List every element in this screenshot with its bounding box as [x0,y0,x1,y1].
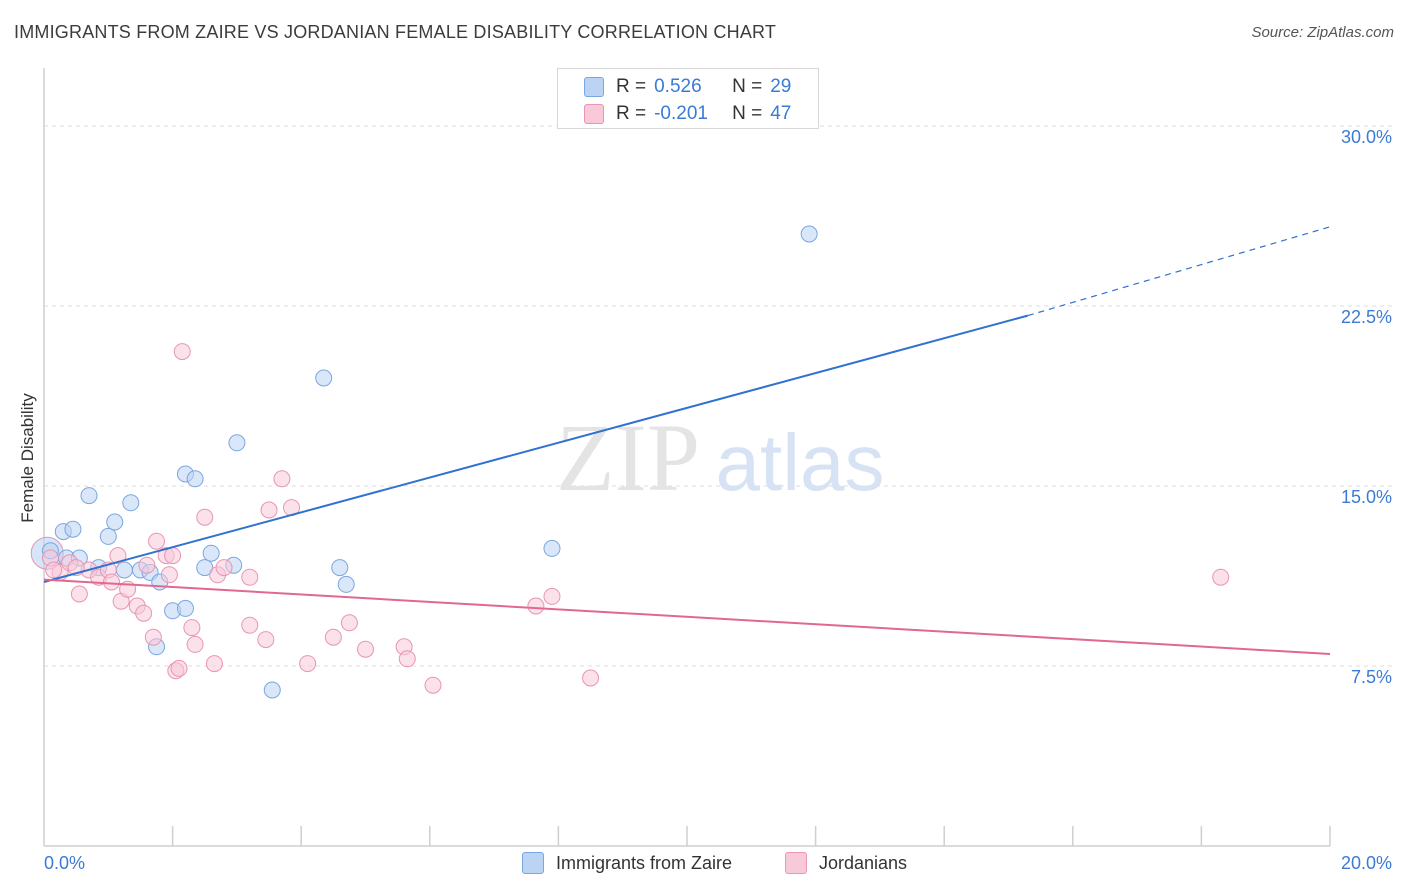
legend-row-jordanians: R = -0.201 N = 47 [584,102,791,126]
zaire-trendline-extension [1027,226,1331,317]
zaire-point [196,559,214,577]
legend-swatch-jordanians [584,104,604,124]
points-layer [30,225,1230,699]
x-tick-label: 20.0% [1341,853,1392,873]
legend-r-value: 0.526 [654,76,702,97]
legend-item-zaire[interactable]: Immigrants from Zaire [522,852,732,874]
legend-n-value: 29 [770,76,792,97]
jordanian-point [144,628,162,646]
jordanian-point [299,655,317,673]
legend-row-zaire: R = 0.526 N = 29 [584,75,791,99]
zaire-point [186,470,204,488]
zaire-point [122,494,140,512]
legend-label-zaire: Immigrants from Zaire [556,852,733,873]
zaire-point [543,539,561,557]
legend-n-label: N = [732,76,763,97]
jordanian-point [135,604,153,622]
jordanian-point [138,556,156,574]
jordanian-point [45,561,63,579]
x-tick-label: 0.0% [44,853,85,873]
legend-swatch-zaire [522,852,544,874]
watermark: ZIP atlas [556,404,884,511]
jordanian-point [582,669,600,687]
zaire-point [80,487,98,505]
jordanian-point [398,650,416,668]
y-tick-label: 7.5% [1351,667,1392,687]
jordanian-point [196,508,214,526]
watermark-atlas: atlas [716,418,885,507]
zaire-point [115,561,133,579]
zaire-point [263,681,281,699]
axis-layer [43,68,1331,847]
jordanian-point [70,585,88,603]
legend-item-jordanians[interactable]: Jordanians [785,852,907,874]
jordanian-trendline [43,578,1331,655]
legend-correlation: R = 0.526 N = 29 R = -0.201 N = 47 [557,68,819,129]
zaire-point [202,544,220,562]
legend-n-value: 47 [770,103,792,124]
zaire-point [331,559,349,577]
jordanian-point [164,547,182,565]
jordanian-point [241,568,259,586]
zaire-point [106,513,124,531]
jordanian-point [340,614,358,632]
source-label: Source: ZipAtlas.com [1251,24,1394,41]
legend-r-value: -0.201 [654,103,708,124]
jordanian-point [424,676,442,694]
jordanian-point [257,631,275,649]
legend-swatch-zaire [584,77,604,97]
legend-r-label: R = [616,103,647,124]
grid-layer [44,125,1392,667]
watermark-zip: ZIP [556,404,700,511]
legend-swatch-jordanians [785,852,807,874]
zaire-point [64,520,82,538]
jordanian-point [357,640,374,658]
y-tick-label: 22.5% [1341,307,1392,327]
jordanian-point [205,655,223,673]
jordanian-point [543,587,561,605]
jordanian-point [241,616,259,634]
jordanian-point [273,470,291,488]
jordanian-point [183,619,201,637]
jordanian-point [148,532,166,550]
zaire-point [800,225,818,243]
zaire-point [176,599,194,617]
chart-title: IMMIGRANTS FROM ZAIRE VS JORDANIAN FEMAL… [14,22,777,42]
jordanian-point [215,559,233,577]
zaire-point [228,434,246,452]
legend-r-label: R = [616,76,647,97]
jordanian-point [260,501,278,519]
jordanian-point [1212,568,1230,586]
zaire-trendline [43,314,1029,583]
y-tick-label: 15.0% [1341,487,1392,507]
jordanian-point [170,659,188,677]
trend-layer [43,226,1331,655]
jordanian-point [527,597,545,615]
legend-n-label: N = [732,103,763,124]
zaire-point [337,575,355,593]
jordanian-point [103,573,121,591]
y-tick-label: 30.0% [1341,127,1392,147]
jordanian-point [186,635,204,653]
jordanian-point [109,547,127,565]
zaire-point [99,527,117,545]
zaire-point [315,369,333,387]
jordanian-point [324,628,342,646]
jordanian-point [160,566,178,584]
jordanian-point [173,343,191,361]
tick-labels: 7.5% 15.0% 22.5% 30.0% 0.0% 20.0% [44,127,1392,873]
legend-label-jordanians: Jordanians [819,852,908,873]
